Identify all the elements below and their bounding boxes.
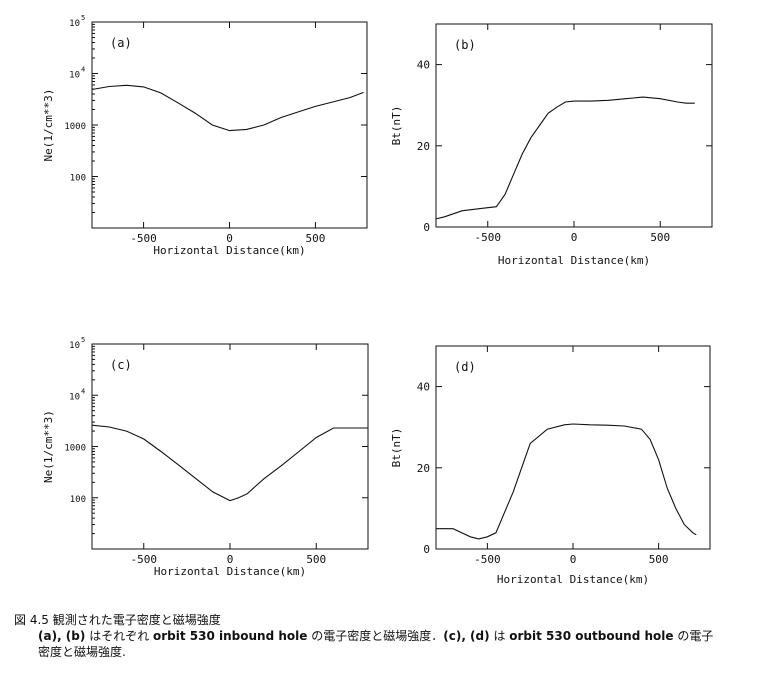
panel-b: -500 0 500 0 20 40 (b) Horizontal Distance(km) B… (390, 23, 713, 267)
x-axis-label: Horizontal Distance(km) (153, 244, 305, 257)
x-axis-label: Horizontal Distance(km) (498, 254, 650, 267)
series-line (91, 84, 364, 132)
x-tick-label: 0 (226, 232, 233, 245)
plot-frame (91, 21, 368, 229)
y-tick-exponent: 4 (81, 66, 85, 74)
x-tick-label: -500 (475, 231, 502, 244)
x-tick-label: 500 (306, 553, 326, 566)
y-tick-exponent: 5 (81, 14, 85, 22)
y-tick-label: 100 (70, 495, 86, 505)
caption-bold-cd: (c), (d) (443, 629, 490, 643)
panel-label: (c) (110, 358, 132, 372)
series-line (436, 423, 697, 540)
plot-frame (435, 345, 711, 550)
y-tick-label: 20 (417, 140, 430, 153)
caption-text-2: の電子密度と磁場強度． (307, 629, 444, 643)
panel-d: -500 0 500 0 20 40 (d) Horizontal Distance(km) B… (390, 345, 711, 586)
y-axis-label: Bt(nT) (390, 106, 403, 146)
caption-text-1: はそれぞれ (85, 629, 154, 643)
caption-bold-outbound: orbit 530 outbound hole (509, 629, 674, 643)
caption-bold-ab: (a), (b) (38, 629, 86, 643)
figure-caption: 図 4.5 観測された電子密度と磁場強度 (a), (b) はそれぞれ orbi… (14, 612, 759, 660)
caption-line-1: 図 4.5 観測された電子密度と磁場強度 (14, 612, 759, 628)
y-tick-label: 1000 (64, 444, 86, 454)
y-axis-label: Ne(1/cm**3) (42, 410, 55, 483)
y-tick-label: 20 (417, 462, 430, 475)
panel-label: (b) (454, 38, 476, 52)
x-tick-label: 500 (650, 231, 670, 244)
x-tick-label: 0 (570, 553, 577, 566)
y-tick-label: 0 (423, 221, 430, 234)
y-axis-label: Ne(1/cm**3) (42, 89, 55, 162)
y-tick-exponent: 5 (81, 336, 85, 344)
caption-line-3: 密度と磁場強度. (38, 645, 126, 659)
caption-bold-inbound: orbit 530 inbound hole (153, 629, 308, 643)
x-tick-label: -500 (474, 553, 501, 566)
x-tick-label: 500 (649, 553, 669, 566)
series-line (91, 424, 368, 502)
y-tick-label: 100 (70, 174, 86, 184)
y-tick-label: 0 (423, 543, 430, 556)
series-line (435, 96, 695, 220)
caption-title: 観測された電子密度と磁場強度 (52, 613, 221, 627)
y-tick-label: 10 (69, 19, 80, 29)
plot-frame (91, 343, 369, 550)
caption-text-3: は (489, 629, 510, 643)
y-tick-label: 40 (417, 59, 430, 72)
caption-text-4: の電子 (673, 629, 714, 643)
x-axis-label: Horizontal Distance(km) (154, 565, 306, 578)
y-tick-label: 1000 (64, 122, 86, 132)
x-tick-label: -500 (130, 232, 157, 245)
panel-label: (d) (454, 360, 476, 374)
panel-label: (a) (110, 36, 132, 50)
y-tick-label: 10 (69, 71, 80, 81)
y-tick-label: 40 (417, 381, 430, 394)
x-tick-label: -500 (131, 553, 158, 566)
y-axis-label: Bt(nT) (390, 428, 403, 468)
y-tick-exponent: 4 (81, 387, 85, 395)
x-tick-label: 0 (227, 553, 234, 566)
x-tick-label: 500 (306, 232, 326, 245)
y-tick-label: 10 (69, 341, 80, 351)
plot-frame (435, 23, 713, 228)
caption-figure-number: 図 4.5 (14, 613, 49, 627)
caption-line-2: (a), (b) はそれぞれ orbit 530 inbound hole の電… (14, 628, 759, 644)
x-tick-label: 0 (571, 231, 578, 244)
x-axis-label: Horizontal Distance(km) (497, 573, 649, 586)
y-tick-label: 10 (69, 392, 80, 402)
